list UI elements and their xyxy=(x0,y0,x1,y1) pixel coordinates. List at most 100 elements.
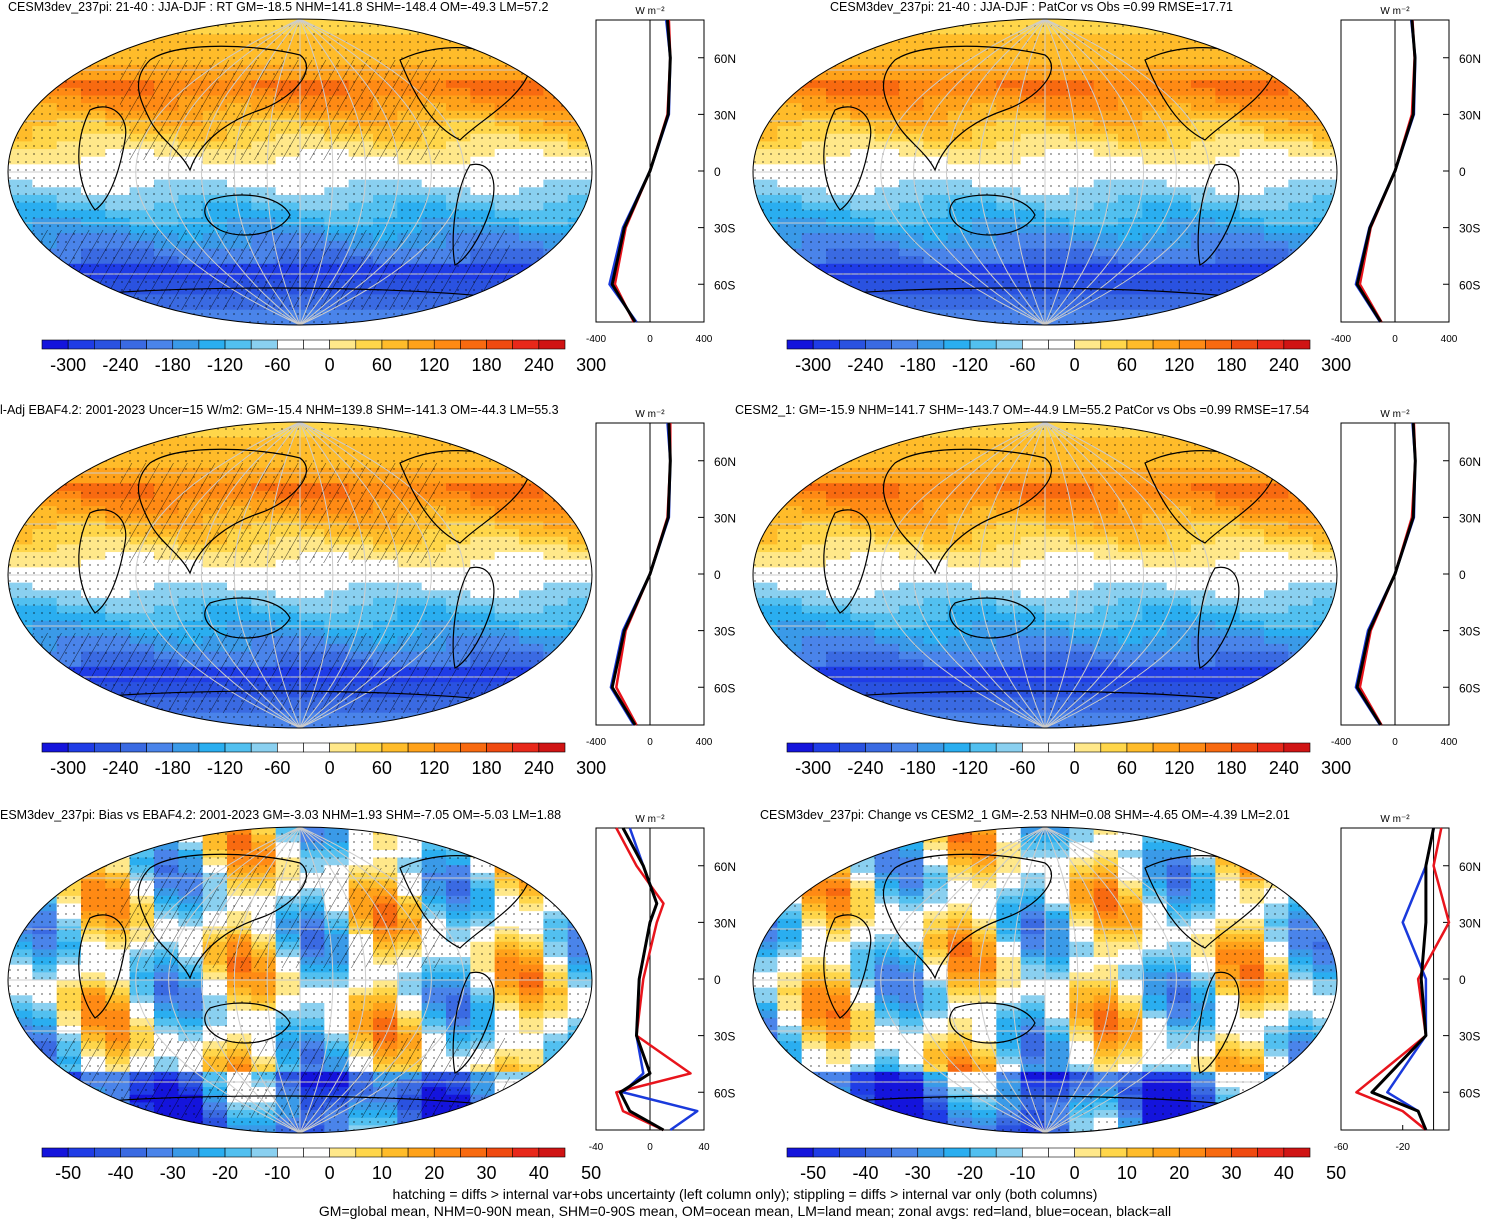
zonal-units-label: W m⁻² xyxy=(1380,409,1410,420)
zonal-series-all xyxy=(1370,827,1436,1131)
global-map xyxy=(8,827,592,1133)
colorbar-swatch xyxy=(94,742,121,753)
colorbar-tick-label: -60 xyxy=(264,758,290,778)
colorbar-tick-label: -300 xyxy=(50,355,86,375)
colorbar-tick-label: 40 xyxy=(1274,1163,1294,1183)
colorbar-tick-label: -30 xyxy=(160,1163,186,1183)
colorbar: -300 -240 -180 -120 -60 0 60 120 180 240 300 xyxy=(786,339,1351,375)
lat-tick-label: 60N xyxy=(1459,455,1481,469)
colorbar-tick-label: 60 xyxy=(1117,758,1137,778)
colorbar-swatch xyxy=(1205,1147,1232,1158)
lat-tick-label: 30N xyxy=(1459,108,1481,122)
colorbar-swatch xyxy=(1126,339,1154,350)
zonal-series-ocean xyxy=(609,422,672,726)
colorbar-swatch xyxy=(486,339,513,350)
continent-outline xyxy=(882,45,1052,172)
colorbar-swatch xyxy=(1231,742,1258,753)
continent-outline xyxy=(1144,47,1276,141)
colorbar-tick-label: -60 xyxy=(264,355,290,375)
lat-tick-label: 30N xyxy=(714,511,736,525)
colorbar-swatch xyxy=(1022,339,1049,350)
colorbar-swatch xyxy=(969,339,997,350)
colorbar-swatch xyxy=(486,1147,513,1158)
lat-tick-label: 60S xyxy=(1459,278,1480,292)
map-and-zonal-plot: -300 -240 -180 -120 -60 0 60 120 180 240 300 W m⁻² 6… xyxy=(7,6,736,375)
global-map xyxy=(753,827,1337,1133)
colorbar-swatch xyxy=(224,339,252,350)
continent-outline xyxy=(399,855,531,949)
panel-title: CESM3dev_237pi: 21-40 : JJA-DJF : RT GM=… xyxy=(8,0,549,14)
colorbar-tick-label: 30 xyxy=(477,1163,497,1183)
colorbar-tick-label: 300 xyxy=(1321,758,1351,778)
colorbar-swatch xyxy=(198,1147,226,1158)
zonal-x-tick-label: 0 xyxy=(1392,737,1398,748)
colorbar-swatch xyxy=(1178,1147,1206,1158)
colorbar-swatch xyxy=(1048,742,1075,753)
colorbar-swatch xyxy=(865,1147,892,1158)
colorbar-swatch xyxy=(94,1147,121,1158)
colorbar-tick-label: -120 xyxy=(952,355,988,375)
zonal-units-label: W m⁻² xyxy=(635,6,665,17)
panel-title: l-Adj EBAF4.2: 2001-2023 Uncer=15 W/m2: … xyxy=(0,403,559,417)
map-outline xyxy=(7,826,593,1134)
map-and-zonal-plot: -50 -40 -30 -20 -10 0 10 20 30 40 50 W m⁻² 60N 30N 0 30… xyxy=(752,814,1481,1183)
continent-outline xyxy=(78,106,127,211)
colorbar-swatch xyxy=(460,1147,487,1158)
zonal-x-tick-label: 0 xyxy=(647,1142,653,1153)
colorbar-tick-label: -180 xyxy=(155,758,191,778)
colorbar-swatch xyxy=(146,339,174,350)
lat-tick-label: 0 xyxy=(1459,568,1466,582)
lat-tick-label: 30S xyxy=(1459,625,1480,639)
lat-tick-label: 60N xyxy=(1459,860,1481,874)
zonal-x-tick-label: -400 xyxy=(1331,737,1351,748)
colorbar-swatch xyxy=(995,339,1023,350)
colorbar-swatch xyxy=(1283,339,1311,350)
colorbar-tick-label: -240 xyxy=(102,758,138,778)
lat-tick-label: 60N xyxy=(714,455,736,469)
colorbar-tick-label: -300 xyxy=(795,758,831,778)
colorbar-tick-label: -60 xyxy=(1009,758,1035,778)
colorbar-tick-label: 30 xyxy=(1222,1163,1242,1183)
colorbar-swatch xyxy=(1178,339,1206,350)
zonal-series-land xyxy=(615,827,692,1132)
colorbar-swatch xyxy=(1152,1147,1180,1158)
colorbar-swatch xyxy=(172,742,200,753)
colorbar-swatch xyxy=(198,742,226,753)
zonal-series-ocean xyxy=(1354,19,1417,323)
lat-tick-label: 0 xyxy=(714,973,721,987)
continent-outline xyxy=(1197,971,1240,1074)
colorbar-tick-label: -180 xyxy=(900,758,936,778)
colorbar-swatch xyxy=(839,1147,866,1158)
zonal-mean-plot: W m⁻² 60N 30N 0 30S 60S -400 0 400 xyxy=(1331,6,1481,345)
colorbar-tick-label: -30 xyxy=(905,1163,931,1183)
colorbar-swatch xyxy=(303,742,330,753)
colorbar-swatch xyxy=(1205,339,1232,350)
continent-outline xyxy=(823,106,872,211)
colorbar-swatch xyxy=(303,339,330,350)
colorbar-tick-label: 240 xyxy=(524,355,554,375)
colorbar-tick-label: 120 xyxy=(419,355,449,375)
colorbar-tick-label: 120 xyxy=(419,758,449,778)
colorbar-swatch xyxy=(1231,339,1258,350)
colorbar-tick-label: -40 xyxy=(107,1163,133,1183)
continent-outline xyxy=(78,509,127,614)
colorbar-swatch xyxy=(1048,1147,1075,1158)
colorbar-swatch xyxy=(433,339,461,350)
colorbar-tick-label: -50 xyxy=(800,1163,826,1183)
continent-outline xyxy=(452,971,495,1074)
colorbar-swatch xyxy=(250,1147,278,1158)
colorbar: -300 -240 -180 -120 -60 0 60 120 180 240 300 xyxy=(41,742,606,778)
colorbar-tick-label: -240 xyxy=(847,355,883,375)
map-outline xyxy=(752,421,1338,729)
continent-outline xyxy=(137,45,307,172)
colorbar-swatch xyxy=(812,742,840,753)
colorbar-tick-label: 20 xyxy=(424,1163,444,1183)
colorbar-swatch xyxy=(146,742,174,753)
zonal-series-ocean xyxy=(608,19,672,323)
colorbar-tick-label: -50 xyxy=(55,1163,81,1183)
colorbar-swatch xyxy=(41,742,69,753)
colorbar-tick-label: 0 xyxy=(325,1163,335,1183)
colorbar-swatch xyxy=(329,742,357,753)
panel-cesm2: CESM2_1: GM=-15.9 NHM=141.7 SHM=-143.7 O… xyxy=(735,403,1490,803)
colorbar-swatch xyxy=(303,1147,330,1158)
